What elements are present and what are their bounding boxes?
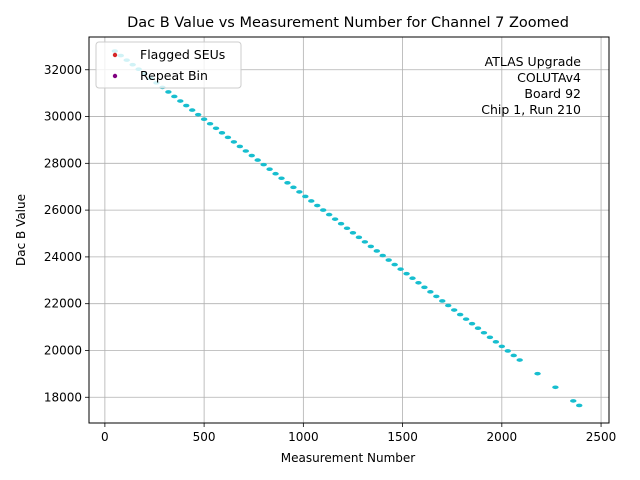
data-point xyxy=(314,203,321,208)
y-tick-label: 20000 xyxy=(44,343,82,357)
data-point xyxy=(516,358,523,362)
legend-marker-repeat-bin xyxy=(112,73,118,79)
x-tick-label: 1000 xyxy=(288,430,319,444)
run-annotation: ATLAS Upgrade COLUTAv4 Board 92 Chip 1, … xyxy=(481,54,581,117)
legend-label-repeat-bin: Repeat Bin xyxy=(140,68,208,83)
y-tick-label: 18000 xyxy=(44,390,82,404)
legend-box xyxy=(95,41,242,89)
data-point xyxy=(337,221,345,226)
annotation-line-2: COLUTAv4 xyxy=(517,70,581,85)
data-point xyxy=(200,117,208,121)
annotation-line-4: Chip 1, Run 210 xyxy=(481,102,581,117)
data-point xyxy=(278,176,285,181)
data-point xyxy=(439,299,446,303)
data-point xyxy=(224,135,232,140)
data-point xyxy=(534,371,541,376)
data-point xyxy=(379,253,386,258)
data-point xyxy=(498,344,506,349)
data-point xyxy=(391,262,398,267)
data-point xyxy=(361,240,369,244)
data-point xyxy=(290,185,297,190)
y-tick-label: 22000 xyxy=(44,297,82,311)
data-point xyxy=(552,385,559,390)
data-point xyxy=(331,217,339,221)
plot-frame xyxy=(88,36,610,424)
data-point xyxy=(325,212,333,217)
y-tick-label: 32000 xyxy=(44,63,82,77)
data-point xyxy=(385,258,392,262)
chart-title: Dac B Value vs Measurement Number for Ch… xyxy=(127,15,569,31)
data-point xyxy=(450,308,458,312)
y-tick-label: 26000 xyxy=(44,203,82,217)
data-point xyxy=(254,158,261,162)
y-tick-label: 30000 xyxy=(44,110,82,124)
data-point xyxy=(343,226,351,231)
data-point xyxy=(242,149,249,153)
data-point xyxy=(248,153,255,158)
data-point xyxy=(367,244,375,249)
data-point xyxy=(308,199,315,203)
data-point xyxy=(206,121,214,126)
data-point xyxy=(504,349,511,353)
data-point xyxy=(576,403,583,408)
data-point xyxy=(433,294,440,299)
data-point xyxy=(302,194,309,199)
data-point xyxy=(272,171,279,176)
x-axis-label: Measurement Number xyxy=(281,451,415,465)
data-point xyxy=(570,399,577,403)
x-tick-label: 0 xyxy=(101,430,109,444)
y-tick-label: 24000 xyxy=(44,250,82,264)
data-point xyxy=(474,326,482,331)
x-tick-label: 500 xyxy=(193,430,216,444)
legend-label-flagged-seus: Flagged SEUs xyxy=(140,47,225,62)
data-point xyxy=(260,162,267,167)
data-point xyxy=(403,271,410,276)
data-point xyxy=(480,330,488,335)
data-point xyxy=(427,290,434,294)
data-point xyxy=(236,144,244,149)
data-point xyxy=(373,249,380,253)
x-tick-label: 2500 xyxy=(586,430,617,444)
data-point xyxy=(349,230,357,235)
data-point xyxy=(486,335,494,340)
y-tick-label: 28000 xyxy=(44,156,82,170)
axis-ticks: 0 500 1000 1500 2000 2500 18000 20000 22000 24000… xyxy=(44,63,617,444)
data-point xyxy=(415,280,422,285)
data-point xyxy=(462,317,470,321)
data-point xyxy=(397,267,404,271)
data-point xyxy=(189,108,196,112)
data-point xyxy=(456,312,464,317)
x-tick-label: 2000 xyxy=(487,430,518,444)
data-point xyxy=(230,140,238,144)
y-axis-label: Dac B Value xyxy=(14,194,28,266)
legend-marker-flagged-seus xyxy=(112,52,118,58)
data-point xyxy=(355,235,363,240)
data-point xyxy=(171,94,178,99)
annotation-line-3: Board 92 xyxy=(524,86,581,101)
data-point xyxy=(212,126,220,131)
data-point xyxy=(165,90,172,94)
data-point xyxy=(409,276,416,281)
data-point xyxy=(320,208,327,212)
data-point xyxy=(296,190,303,194)
data-point xyxy=(492,340,500,344)
data-point xyxy=(445,303,452,308)
data-point xyxy=(177,99,184,103)
data-point xyxy=(284,181,291,185)
data-point xyxy=(468,321,476,326)
annotation-line-1: ATLAS Upgrade xyxy=(485,54,582,69)
data-point xyxy=(218,131,226,135)
x-tick-label: 1500 xyxy=(387,430,418,444)
data-point xyxy=(266,167,273,171)
data-point xyxy=(183,103,190,108)
data-point xyxy=(421,285,428,290)
legend: Flagged SEUs Repeat Bin xyxy=(95,41,242,89)
data-point xyxy=(194,112,202,117)
grid xyxy=(89,37,609,423)
data-point xyxy=(510,353,517,358)
